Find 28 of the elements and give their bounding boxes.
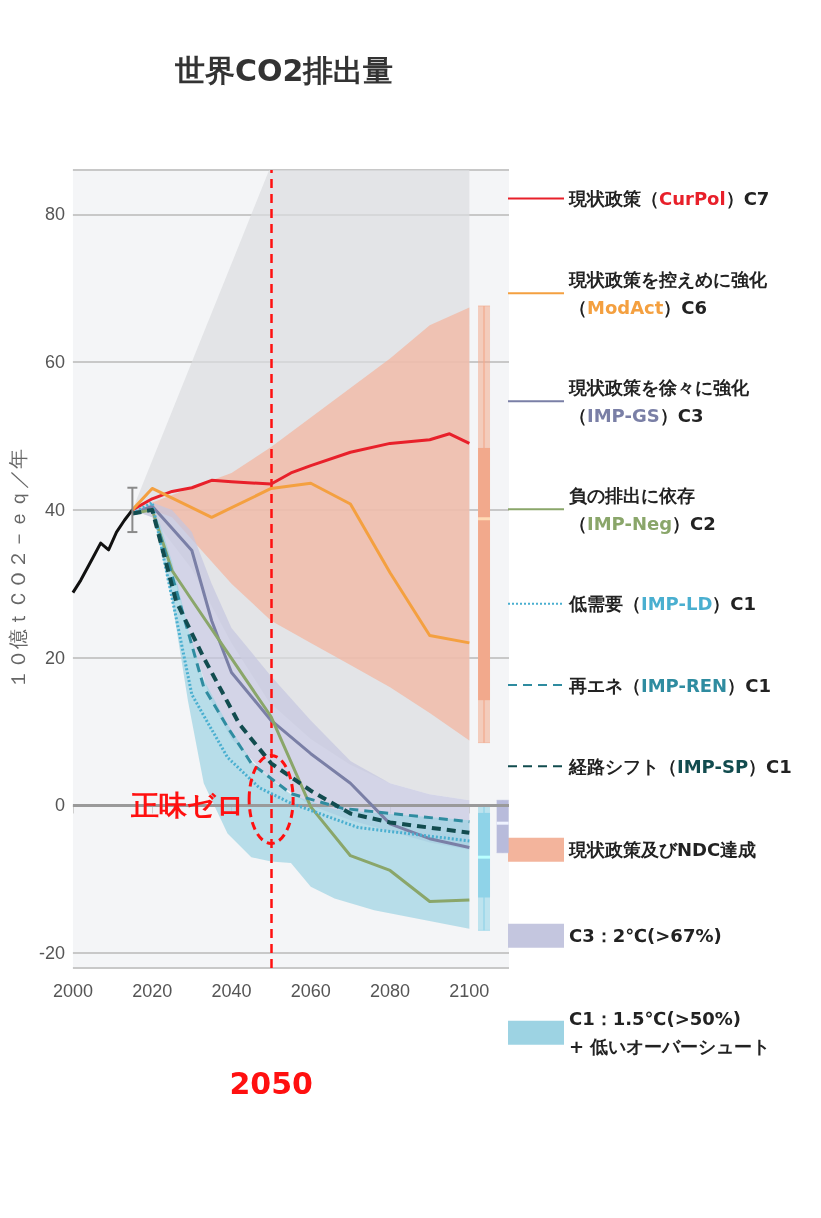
legend-label: 負の排出に依存（IMP-Neg）C2: [569, 484, 716, 534]
x-tick-label: 2040: [211, 981, 252, 1001]
legend-label: 現状政策を徐々に強化（IMP-GS）C3: [568, 376, 750, 426]
x-tick-label: 2000: [52, 981, 93, 1001]
legend-label: C1：1.5℃(>50%) + 低いオーバーシュート: [569, 1008, 771, 1058]
x-tick-label: 2020: [132, 981, 173, 1001]
legend-label: 現状政策（CurPol）C7: [568, 188, 770, 210]
annotation: 正味ゼロ: [130, 788, 246, 822]
y-tick-label: -20: [38, 943, 65, 964]
y-tick-label: 60: [44, 352, 65, 373]
line-series: [130, 481, 471, 645]
x-tick-label: 2060: [290, 981, 331, 1001]
legend-label: C3：2℃(>67%): [569, 925, 722, 947]
y-tick-label: 40: [44, 499, 65, 520]
x-tick-label: 2080: [370, 981, 411, 1001]
legend-label: 現状政策及びNDC達成: [568, 839, 757, 861]
legend-label: 現状政策を控えめに強化（ModAct）C6: [568, 268, 768, 318]
y-tick-label: 20: [44, 647, 65, 668]
ref-line-label: 2050: [229, 1065, 313, 1101]
line-series: [71, 508, 134, 595]
chart-title: 世界CO2排出量: [174, 52, 394, 88]
y-axis-title: １０億ｔＣＯ２－ｅｑ／年: [7, 449, 29, 689]
legend-label: 低需要（IMP-LD）C1: [568, 593, 757, 615]
x-tick-label: 2100: [449, 981, 490, 1001]
legend-label: 経路シフト（IMP-SP）C1: [568, 755, 792, 777]
y-tick-label: 80: [44, 204, 65, 225]
legend-label: 再エネ（IMP-REN）C1: [568, 674, 771, 696]
y-tick-label: 0: [54, 795, 65, 816]
